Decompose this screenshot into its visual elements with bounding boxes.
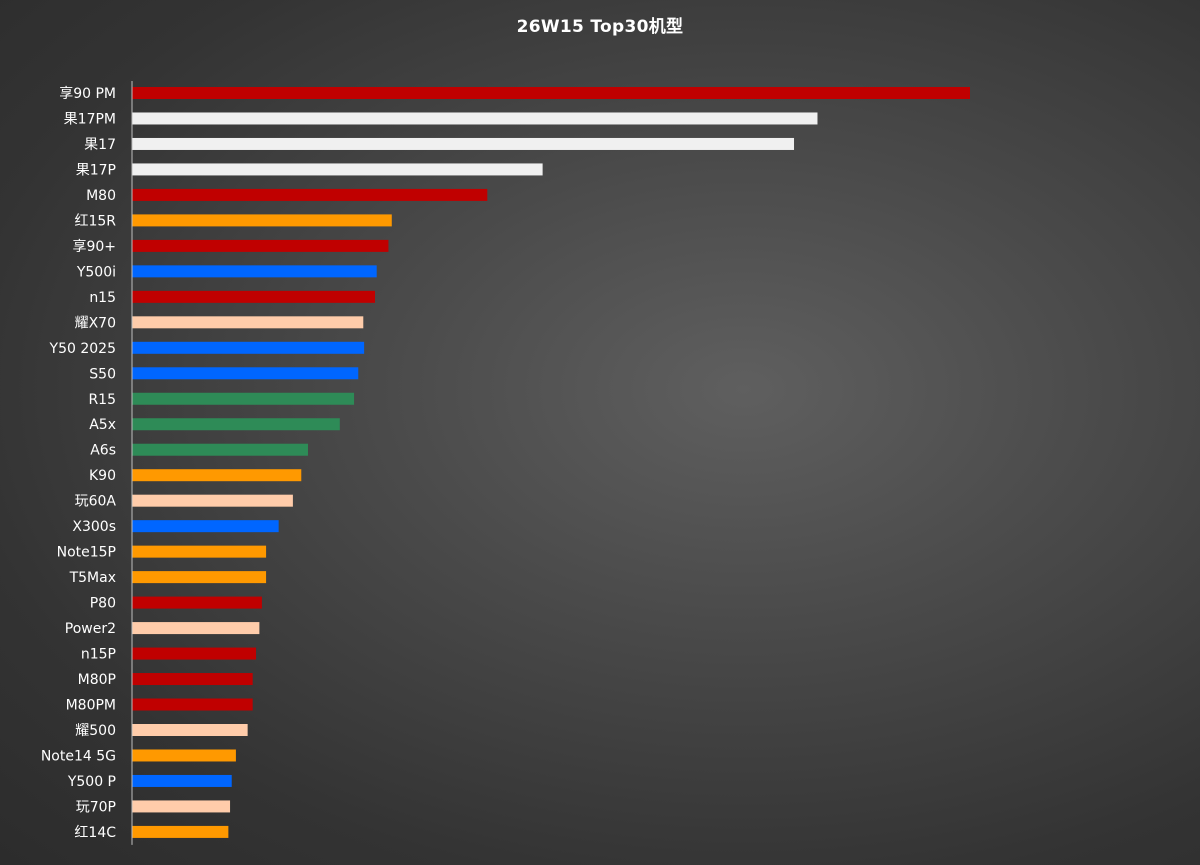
category-label: M80PM xyxy=(66,698,116,714)
bar xyxy=(132,647,257,660)
category-label: Y500i xyxy=(76,264,116,280)
category-label: 享90 PM xyxy=(59,85,116,102)
category-label: S50 xyxy=(89,366,116,382)
category-label: Power2 xyxy=(65,621,116,637)
bar xyxy=(132,520,279,533)
bar xyxy=(132,87,970,99)
category-label: 耀500 xyxy=(75,723,116,739)
bar xyxy=(132,112,818,125)
bar xyxy=(132,214,392,227)
bar xyxy=(132,774,232,787)
category-label: 玩70P xyxy=(76,799,116,815)
category-label: M80P xyxy=(78,672,116,688)
category-label: X300s xyxy=(72,519,116,535)
category-label: M80 xyxy=(86,188,116,204)
bar xyxy=(132,545,267,558)
category-label: n15P xyxy=(81,647,116,663)
bar xyxy=(132,494,293,507)
category-label: 果17PM xyxy=(64,111,116,127)
category-label: K90 xyxy=(89,468,116,484)
bar xyxy=(132,239,389,252)
category-label: 玩60A xyxy=(75,494,117,510)
category-label: 红15R xyxy=(74,213,116,229)
category-label: 红14C xyxy=(74,825,116,841)
category-label: Y500 P xyxy=(67,774,116,790)
bars-layer xyxy=(132,87,970,838)
bar xyxy=(132,724,248,736)
bar xyxy=(132,443,308,456)
category-label: Note15P xyxy=(57,545,116,561)
bar xyxy=(132,341,365,354)
bar xyxy=(132,825,229,838)
category-labels: 享90 PM 果17PM 果17 果17P M80 红15R 享90+ Y500i n15 耀X7… xyxy=(41,85,117,841)
category-label: 耀X70 xyxy=(75,315,116,331)
bar xyxy=(132,800,231,813)
category-label: R15 xyxy=(88,392,116,408)
bar xyxy=(132,265,377,278)
category-label: T5Max xyxy=(69,570,116,586)
bar xyxy=(132,673,253,686)
bar xyxy=(132,137,795,150)
bar xyxy=(132,316,364,329)
bar xyxy=(132,596,262,609)
category-label: A5x xyxy=(89,417,116,433)
category-label: Y50 2025 xyxy=(49,341,116,357)
bar xyxy=(132,622,260,635)
bar xyxy=(132,418,340,431)
category-label: A6s xyxy=(90,443,116,459)
bar xyxy=(132,469,302,482)
bar xyxy=(132,392,355,405)
bar xyxy=(132,698,253,711)
bar xyxy=(132,749,236,762)
category-label: n15 xyxy=(89,290,116,306)
bar xyxy=(132,571,267,584)
bar xyxy=(132,290,376,303)
category-label: P80 xyxy=(90,596,116,612)
category-label: 享90+ xyxy=(72,238,116,255)
bar xyxy=(132,188,488,201)
bar xyxy=(132,367,359,380)
bar xyxy=(132,163,543,176)
category-label: 果17 xyxy=(84,137,116,153)
chart-title: 26W15 Top30机型 xyxy=(516,17,684,37)
category-label: 果17P xyxy=(76,162,116,178)
category-label: Note14 5G xyxy=(41,748,116,764)
